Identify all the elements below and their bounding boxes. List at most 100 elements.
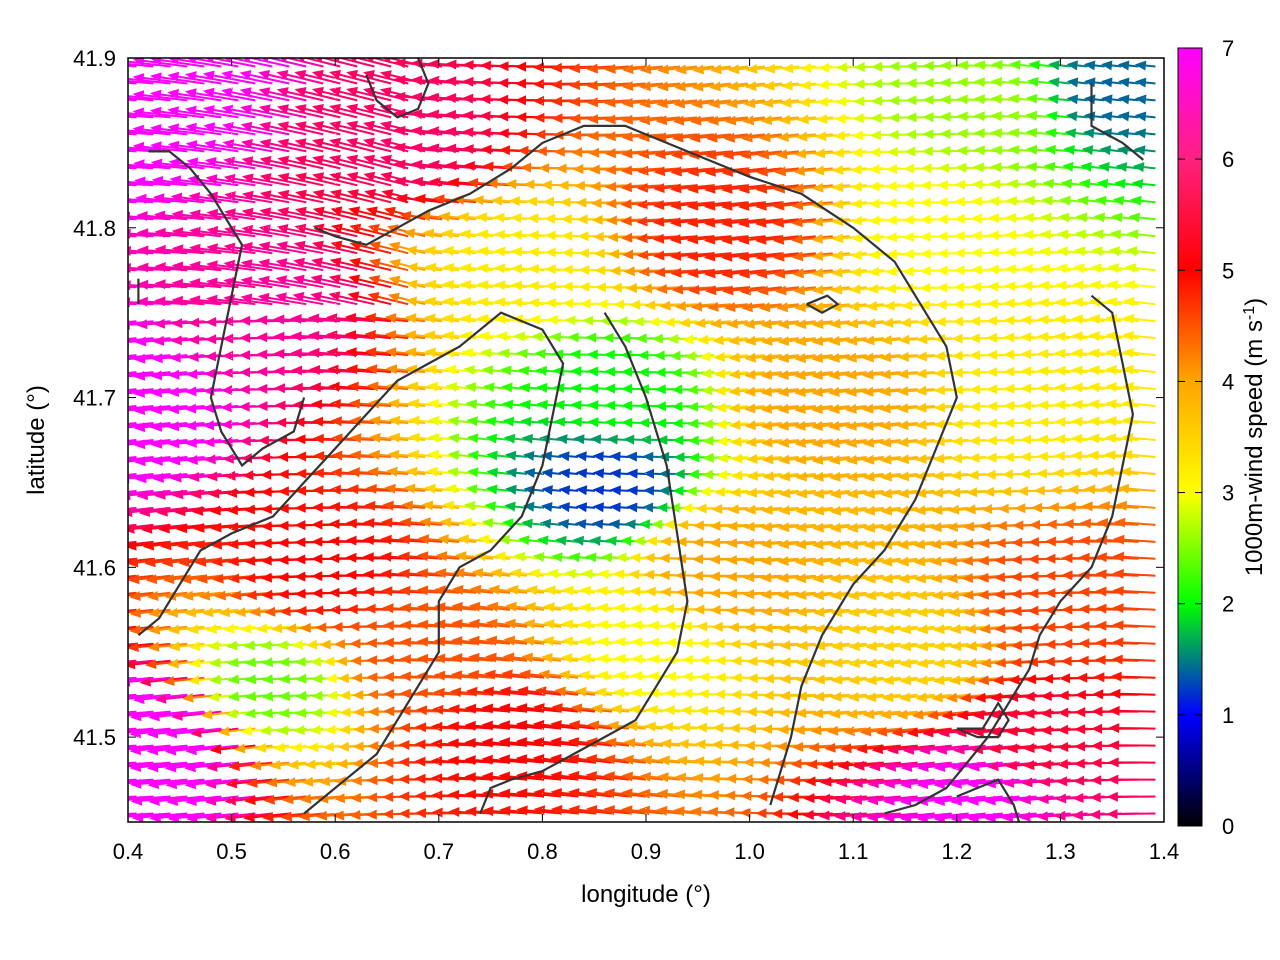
wind-arrow [504, 618, 545, 629]
wind-arrow [846, 556, 884, 567]
wind-arrow [128, 540, 137, 544]
wind-arrow [128, 574, 137, 578]
wind-arrow [899, 658, 935, 669]
wind-arrow [471, 568, 511, 578]
wind-arrow [607, 720, 647, 731]
wind-arrow [831, 657, 867, 668]
wind-arrow [579, 585, 613, 596]
wind-arrow [865, 675, 901, 686]
wind-arrow [795, 606, 833, 617]
wind-arrow [864, 692, 901, 703]
y-tick-label: 41.7 [73, 386, 116, 411]
wind-arrow [575, 686, 613, 697]
wind-arrow [128, 778, 171, 785]
wind-arrow [128, 795, 154, 800]
wind-arrow [521, 652, 562, 663]
wind-arrow [128, 727, 154, 732]
wind-arrow [128, 795, 171, 801]
wind-arrow [570, 703, 613, 714]
wind-arrow [148, 607, 188, 618]
wind-arrow [831, 674, 867, 685]
wind-arrow [1112, 637, 1156, 648]
colorbar-title: 1000m-wind speed (m s-1) [1241, 298, 1269, 576]
wind-arrow [538, 669, 579, 680]
wind-arrows [128, 58, 1156, 822]
wind-arrow [505, 601, 545, 612]
wind-arrow [543, 619, 579, 630]
wind-arrow [524, 602, 562, 612]
wind-arrow [148, 624, 188, 635]
wind-arrow [1107, 774, 1156, 785]
wind-arrow [234, 743, 273, 754]
wind-arrow [128, 557, 137, 561]
wind-arrow [847, 590, 884, 601]
wind-arrow [128, 744, 171, 751]
wind-arrow [128, 761, 171, 768]
wind-arrow [128, 812, 171, 818]
wind-arrow [128, 642, 137, 646]
wind-arrow [1111, 654, 1156, 665]
y-tick-label: 41.6 [73, 555, 116, 580]
wind-arrow [435, 551, 477, 562]
wind-arrow [812, 573, 850, 584]
wind-arrow [1106, 809, 1156, 819]
wind-arrow [812, 590, 850, 601]
wind-arrow [488, 584, 528, 595]
wind-arrow [916, 658, 952, 669]
wind-arrow [1106, 791, 1156, 802]
wind-arrow [813, 640, 850, 651]
wind-arrow [813, 607, 850, 618]
x-tick-label: 0.8 [527, 839, 558, 864]
wind-arrow [190, 727, 239, 738]
colorbar-tick-label: 1 [1222, 703, 1234, 728]
wind-arrow [848, 624, 884, 635]
wind-arrow [831, 641, 867, 651]
wind-arrow [865, 641, 901, 652]
wind-arrow [249, 760, 290, 771]
y-axis-title: latitude (°) [23, 385, 50, 495]
wind-arrow [916, 675, 952, 686]
wind-arrow [128, 659, 137, 663]
wind-arrow [830, 590, 867, 601]
wind-arrow [864, 573, 901, 584]
colorbar-tick-label: 3 [1222, 481, 1234, 506]
wind-arrow [541, 652, 579, 663]
x-tick-label: 0.9 [631, 839, 662, 864]
wind-arrow [168, 624, 205, 635]
colorbar-tick-label: 7 [1222, 36, 1234, 61]
wind-arrow [128, 778, 154, 783]
wind-arrow [147, 778, 205, 790]
wind-arrow [128, 693, 171, 700]
wind-arrow [146, 727, 205, 739]
wind-arrow [899, 641, 935, 652]
wind-arrow [1112, 551, 1156, 562]
wind-arrow [848, 675, 884, 685]
wind-arrow [882, 624, 918, 635]
wind-arrow [503, 635, 545, 646]
wind-arrow [129, 727, 188, 739]
wind-arrow [882, 692, 918, 703]
wind-arrow [543, 602, 579, 613]
wind-arrow [453, 568, 494, 578]
wind-arrow [882, 658, 918, 669]
wind-arrow [558, 670, 596, 680]
y-tick-label: 41.8 [73, 216, 116, 241]
x-tick-label: 0.5 [216, 839, 247, 864]
wind-arrow [561, 602, 596, 613]
wind-arrow [131, 812, 188, 822]
wind-arrow [544, 585, 579, 596]
wind-arrow [128, 761, 154, 766]
wind-arrow [129, 761, 188, 772]
wind-arrow [130, 795, 188, 806]
wind-arrow [865, 658, 901, 669]
wind-arrow [507, 585, 545, 595]
wind-arrow [882, 641, 918, 652]
wind-arrow [187, 624, 222, 635]
x-tick-label: 1.0 [734, 839, 765, 864]
colorbar-tick-label: 5 [1222, 258, 1234, 283]
wind-arrow [128, 693, 154, 698]
wind-arrow [591, 703, 630, 714]
wind-arrow [813, 674, 850, 685]
wind-arrow [562, 585, 596, 596]
wind-arrow [147, 641, 188, 652]
